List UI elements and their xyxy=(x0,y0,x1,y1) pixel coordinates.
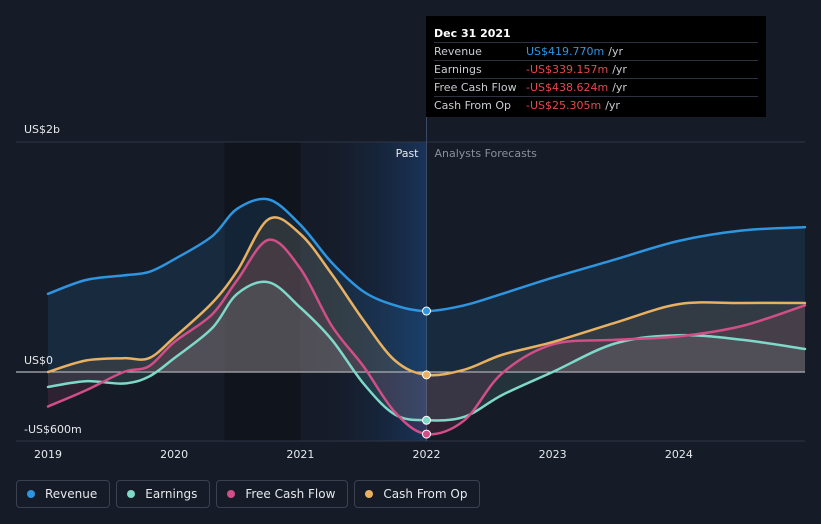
forecast-label: Analysts Forecasts xyxy=(435,147,538,160)
tooltip-row-earnings: Earnings -US$339.157m /yr xyxy=(434,60,758,78)
tooltip-value: US$419.770m xyxy=(526,43,604,60)
tooltip-unit: /yr xyxy=(612,79,627,96)
legend-dot-icon xyxy=(127,490,135,498)
tooltip-label: Free Cash Flow xyxy=(434,79,526,96)
x-tick-label: 2022 xyxy=(413,448,441,461)
tooltip-row-revenue: Revenue US$419.770m /yr xyxy=(434,42,758,60)
marker-free-cash-flow xyxy=(423,430,431,438)
tooltip-label: Cash From Op xyxy=(434,97,526,114)
tooltip-unit: /yr xyxy=(608,43,623,60)
y-tick-label: US$2b xyxy=(24,123,60,136)
tooltip-label: Earnings xyxy=(434,61,526,78)
tooltip-value: -US$25.305m xyxy=(526,97,601,114)
legend-label: Earnings xyxy=(145,487,197,501)
tooltip-row-free-cash-flow: Free Cash Flow -US$438.624m /yr xyxy=(434,78,758,96)
marker-revenue xyxy=(423,307,431,315)
tooltip-value: -US$339.157m xyxy=(526,61,608,78)
tooltip-label: Revenue xyxy=(434,43,526,60)
legend: Revenue Earnings Free Cash Flow Cash Fro… xyxy=(16,480,480,508)
tooltip-unit: /yr xyxy=(612,61,627,78)
legend-item-revenue[interactable]: Revenue xyxy=(16,480,110,508)
tooltip: Dec 31 2021 Revenue US$419.770m /yr Earn… xyxy=(426,16,766,117)
legend-item-earnings[interactable]: Earnings xyxy=(116,480,210,508)
y-tick-label: -US$600m xyxy=(24,423,82,436)
x-tick-label: 2019 xyxy=(34,448,62,461)
legend-dot-icon xyxy=(27,490,35,498)
x-tick-label: 2020 xyxy=(160,448,188,461)
legend-label: Revenue xyxy=(45,487,97,501)
tooltip-date: Dec 31 2021 xyxy=(434,25,758,42)
legend-item-free-cash-flow[interactable]: Free Cash Flow xyxy=(216,480,348,508)
past-label: Past xyxy=(396,147,420,160)
marker-earnings xyxy=(423,416,431,424)
tooltip-row-cash-from-op: Cash From Op -US$25.305m /yr xyxy=(434,96,758,114)
marker-cash-from-op xyxy=(423,371,431,379)
tooltip-value: -US$438.624m xyxy=(526,79,608,96)
legend-dot-icon xyxy=(365,490,373,498)
legend-item-cash-from-op[interactable]: Cash From Op xyxy=(354,480,480,508)
legend-label: Cash From Op xyxy=(383,487,467,501)
x-tick-label: 2021 xyxy=(286,448,314,461)
y-tick-label: US$0 xyxy=(24,354,53,367)
x-tick-label: 2024 xyxy=(665,448,693,461)
x-tick-label: 2023 xyxy=(539,448,567,461)
tooltip-unit: /yr xyxy=(605,97,620,114)
legend-dot-icon xyxy=(227,490,235,498)
legend-label: Free Cash Flow xyxy=(245,487,335,501)
